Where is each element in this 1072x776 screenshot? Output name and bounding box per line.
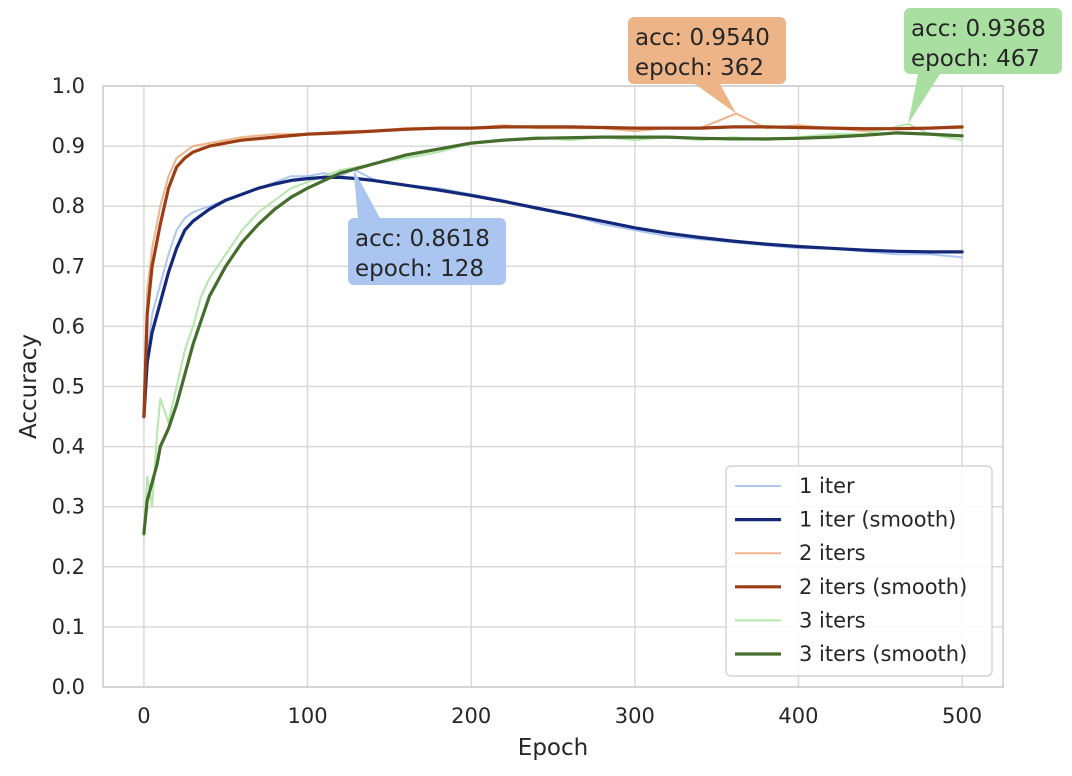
annotation-3: acc: 0.9368 epoch: 467 [904, 8, 1062, 124]
annotation-box [348, 218, 506, 285]
x-tick-label: 500 [942, 704, 982, 728]
legend-label: 3 iters [799, 608, 866, 632]
annotation-2: acc: 0.9540 epoch: 362 [628, 17, 786, 114]
y-tick-label: 0.4 [52, 435, 85, 459]
annotation-acc-text: acc: 0.8618 [355, 226, 490, 252]
annotation-box [904, 8, 1062, 74]
legend-label: 2 iters [799, 541, 866, 565]
annotation-pointer [695, 84, 737, 114]
annotation-pointer [353, 169, 380, 218]
legend-box [725, 465, 993, 677]
annotation-epoch-text: epoch: 362 [635, 55, 764, 81]
y-tick-label: 0.0 [52, 675, 85, 699]
y-tick-label: 0.6 [52, 314, 85, 338]
annotation-box [628, 17, 786, 84]
x-tick-label: 200 [451, 704, 491, 728]
x-axis-label: Epoch [518, 735, 588, 761]
series-line-4 [142, 125, 964, 419]
legend-label: 3 iters (smooth) [799, 642, 967, 666]
series-group [142, 112, 964, 538]
legend-label: 2 iters (smooth) [799, 575, 967, 599]
annotation-1: acc: 0.8618 epoch: 128 [348, 169, 506, 285]
series-line-2 [142, 175, 964, 419]
legend: 1 iter 1 iter (smooth) 2 iters 2 iters (smo… [725, 465, 993, 677]
series-line-6 [142, 131, 964, 536]
y-tick-label: 0.7 [52, 254, 85, 278]
legend-label: 1 iter (smooth) [799, 508, 956, 532]
annotation-epoch-text: epoch: 467 [911, 46, 1040, 72]
legend-label: 1 iter [799, 474, 855, 498]
annotation-acc-text: acc: 0.9368 [911, 16, 1046, 42]
annotation-pointer [908, 74, 940, 124]
x-tick-label: 300 [615, 704, 655, 728]
x-tick-label: 0 [137, 704, 150, 728]
y-tick-label: 0.8 [52, 194, 85, 218]
annotation-acc-text: acc: 0.9540 [635, 25, 770, 51]
y-tick-label: 0.5 [52, 375, 85, 399]
y-tick-label: 0.1 [52, 615, 85, 639]
annotation-epoch-text: epoch: 128 [355, 256, 484, 282]
annotations: acc: 0.8618 epoch: 128 acc: 0.9540 epoch: 3… [348, 8, 1062, 285]
tick-labels: 0 100 200 300 400 500 0.0 0.1 0.2 0.3 0.4 0.5 0.6 0.7… [52, 74, 983, 728]
x-tick-label: 100 [287, 704, 327, 728]
y-axis-label: Accuracy [16, 334, 42, 439]
y-tick-label: 1.0 [52, 74, 85, 98]
x-tick-label: 400 [778, 704, 818, 728]
y-tick-label: 0.2 [52, 555, 85, 579]
plot-frame [102, 85, 1004, 688]
y-tick-label: 0.9 [52, 134, 85, 158]
y-tick-label: 0.3 [52, 495, 85, 519]
